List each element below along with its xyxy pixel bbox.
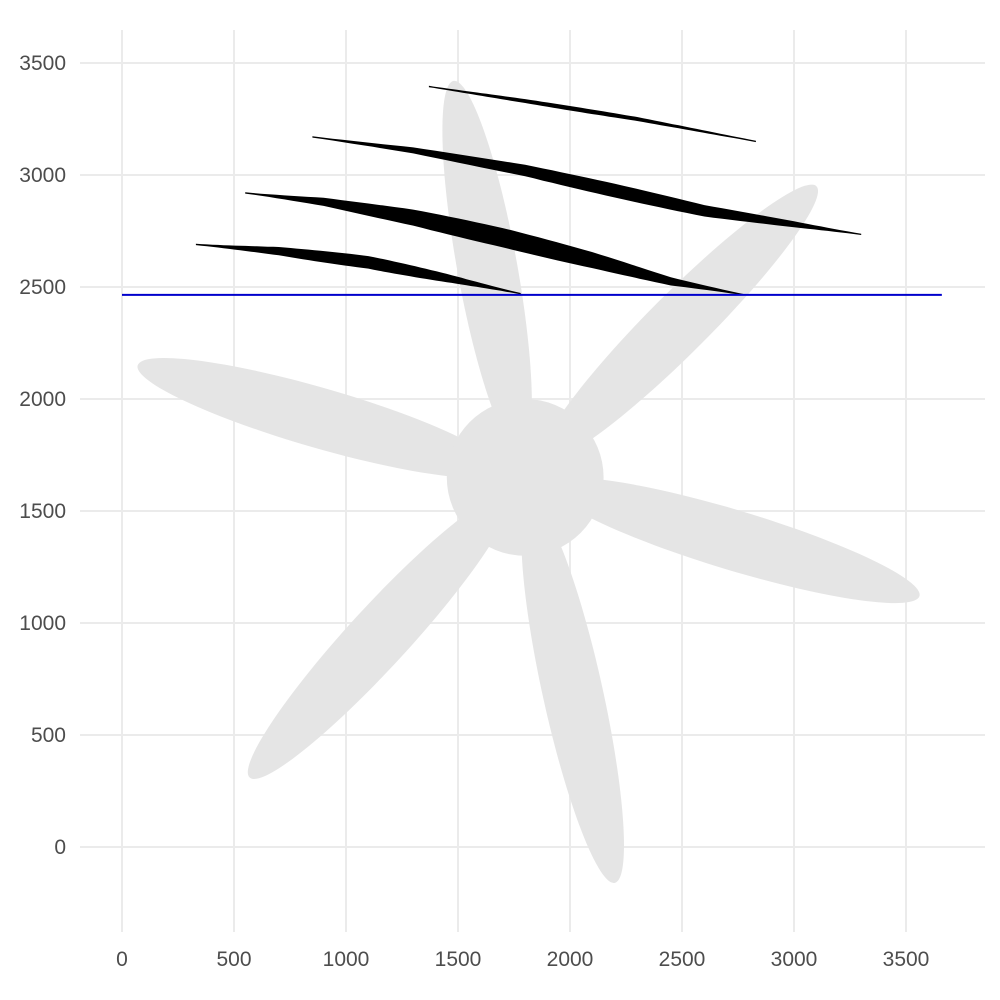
wake-streaks: [195, 85, 862, 296]
propeller: [137, 80, 920, 883]
x-tick-label: 2000: [547, 948, 594, 971]
propeller-hub: [446, 399, 604, 556]
y-tick-label: 2500: [19, 276, 66, 299]
x-tick-label: 0: [116, 948, 128, 971]
wake-streak: [312, 136, 862, 235]
y-tick-label: 500: [31, 724, 66, 747]
propeller-blade: [137, 358, 502, 478]
y-axis-tick-labels: 0 500 1000 1500 2000 2500 3000 3500: [19, 52, 66, 859]
propeller-blade: [541, 184, 819, 462]
y-tick-label: 3000: [19, 164, 66, 187]
x-tick-label: 1500: [435, 948, 482, 971]
y-tick-label: 3500: [19, 52, 66, 75]
x-tick-label: 3500: [883, 948, 930, 971]
x-tick-label: 500: [216, 948, 251, 971]
propeller-blade: [548, 477, 920, 604]
propeller-blade: [247, 494, 511, 780]
y-tick-label: 2000: [19, 388, 66, 411]
x-axis-tick-labels: 0 500 1000 1500 2000 2500 3000 3500: [116, 948, 929, 971]
wake-streak: [428, 85, 756, 143]
x-tick-label: 3000: [771, 948, 818, 971]
y-tick-label: 1500: [19, 500, 66, 523]
y-tick-label: 0: [54, 836, 66, 859]
x-tick-label: 1000: [323, 948, 370, 971]
propeller-blade: [442, 80, 532, 453]
y-tick-label: 1000: [19, 612, 66, 635]
wake-streak: [245, 192, 745, 296]
x-tick-label: 2500: [659, 948, 706, 971]
propeller-blade: [521, 501, 624, 883]
